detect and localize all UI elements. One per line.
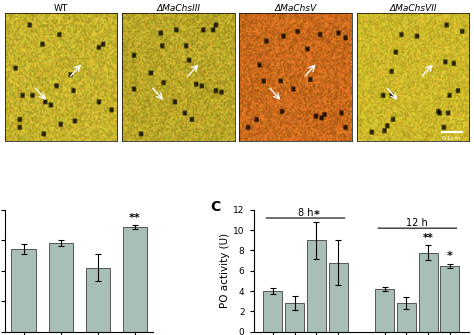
Bar: [264, 291, 283, 332]
Bar: [123, 227, 146, 332]
Title: ΔMaChsIII: ΔMaChsIII: [156, 4, 201, 13]
Bar: [419, 253, 438, 332]
Y-axis label: PO activity (U): PO activity (U): [220, 233, 230, 308]
Title: WT: WT: [54, 4, 68, 13]
Bar: [328, 263, 347, 332]
Text: 0.1cm: 0.1cm: [442, 136, 461, 141]
Title: ΔMaChsV: ΔMaChsV: [274, 4, 317, 13]
Title: ΔMaChsVII: ΔMaChsVII: [389, 4, 437, 13]
Bar: [48, 243, 73, 332]
Text: 12 h: 12 h: [407, 218, 428, 228]
Bar: [307, 240, 326, 332]
Bar: [285, 303, 304, 332]
Text: *: *: [313, 209, 319, 219]
Bar: [375, 289, 394, 332]
Text: **: **: [129, 213, 140, 223]
Text: 8 h: 8 h: [298, 207, 313, 217]
Bar: [397, 303, 416, 332]
Bar: [440, 266, 459, 332]
Bar: [86, 268, 109, 332]
Bar: [11, 249, 36, 332]
Text: *: *: [447, 251, 453, 261]
Text: C: C: [210, 200, 221, 214]
Text: **: **: [423, 233, 434, 243]
